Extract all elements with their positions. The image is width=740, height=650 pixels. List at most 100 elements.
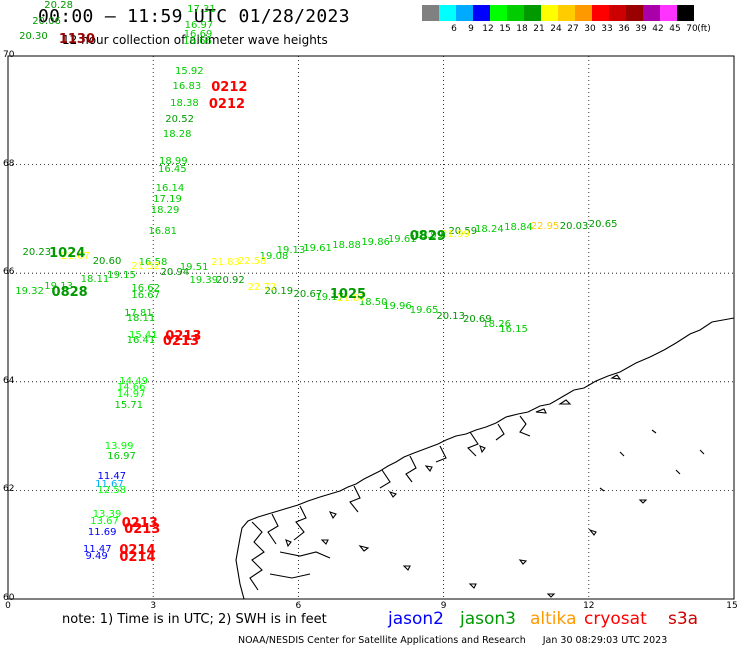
pass-time-label: 0213 <box>121 515 158 531</box>
legend-tick-label: 15 <box>499 24 511 34</box>
longitude-label: 12 <box>583 601 595 611</box>
legend-tick-label: 18 <box>516 24 528 34</box>
satellite-name: jason3 <box>460 609 516 629</box>
legend-tick-label: 9 <box>468 24 474 34</box>
map-title: 00:00 — 11:59 UTC 01/28/2023 <box>38 6 350 27</box>
legend-swatch <box>609 5 626 21</box>
pass-time-label: 0212 <box>208 96 246 112</box>
pass-time-label: 0213 <box>162 334 200 350</box>
wave-height-value: 9.49 <box>85 550 108 562</box>
wave-height-value: 21.99 <box>441 229 470 241</box>
pass-time-label: 1130 <box>58 31 95 47</box>
legend-swatch <box>507 5 524 21</box>
legend-tick-label: 45 <box>669 24 681 34</box>
satellite-name: jason2 <box>388 609 444 629</box>
coastline-islands <box>285 374 705 598</box>
coastline-fjords-south <box>249 505 331 591</box>
wave-height-value: 18.38 <box>170 97 199 109</box>
wave-height-value: 19.61 <box>303 242 332 254</box>
latitude-label: 68 <box>3 158 15 169</box>
legend-swatch <box>592 5 609 21</box>
pass-time-label: 0213 <box>165 328 202 344</box>
wave-height-value: 12.58 <box>97 485 127 497</box>
units-note: note: 1) Time is in UTC; 2) SWH is in fe… <box>62 612 327 627</box>
legend-tick-label: 39 <box>635 24 647 34</box>
wave-height-value: 19.17 <box>315 291 344 303</box>
lat-lon-grid <box>8 56 734 599</box>
wave-height-value: 22.72 <box>247 282 277 294</box>
longitude-label: 0 <box>5 601 11 611</box>
wave-height-value: 16.67 <box>131 290 161 301</box>
wave-height-value: 20.03 <box>559 221 589 233</box>
wave-height-value: 15.92 <box>174 66 204 78</box>
wave-height-value: 17.81 <box>124 307 153 319</box>
wave-height-value: 20.69 <box>462 314 492 326</box>
wave-height-color-legend: 6 9 12 15 18 21 24 27 30 33 36 39 42 45 70 (ft) <box>422 5 740 39</box>
pass-time-label: 0214 <box>119 543 156 559</box>
pass-time-label: 0213 <box>124 522 161 538</box>
footer-timestamp: Jan 30 08:29:03 UTC 2023 <box>542 635 668 646</box>
wave-height-value: 20.28 <box>44 0 73 12</box>
legend-unit-label: (ft) <box>697 24 711 34</box>
legend-tick-label: 30 <box>584 24 596 34</box>
wave-height-value: 20.94 <box>160 267 190 279</box>
wave-height-value: 21.67 <box>61 250 90 262</box>
wave-height-value: 18.88 <box>332 240 361 252</box>
legend-tick-label: 36 <box>618 24 630 34</box>
map-subtitle: 12 hour collection of altimeter wave hei… <box>62 33 328 47</box>
wave-height-value: 16.41 <box>126 335 156 347</box>
wave-height-value: 19.61 <box>387 233 417 245</box>
legend-swatch <box>558 5 575 21</box>
legend-swatch <box>439 5 456 21</box>
wave-height-value: 16.62 <box>131 283 161 295</box>
legend-swatch <box>473 5 490 21</box>
pass-time-label: 0828 <box>51 285 88 301</box>
wave-height-value: 20.65 <box>588 219 618 231</box>
wave-height-value: 16.97 <box>107 450 136 462</box>
wave-height-value: 18.99 <box>159 155 188 167</box>
wave-height-value: 19.15 <box>107 269 136 281</box>
legend-swatch <box>626 5 643 21</box>
wave-height-value: 19.96 <box>383 300 412 312</box>
wave-height-value: 18.11 <box>126 313 156 325</box>
legend-tick-label: 12 <box>482 24 494 34</box>
wave-height-value: 20.92 <box>216 275 245 287</box>
wave-height-value: 14.49 <box>119 375 148 387</box>
wave-height-value: 15.71 <box>114 400 144 412</box>
satellite-name: cryosat <box>584 609 647 629</box>
satellite-name: s3a <box>668 609 699 629</box>
wave-height-value: 21.87 <box>337 293 366 305</box>
wave-height-value: 16.97 <box>184 20 214 32</box>
wave-height-value: 14.97 <box>116 389 146 401</box>
legend-tick-label: 42 <box>652 24 664 34</box>
wave-height-value: 18.11 <box>80 273 110 285</box>
latitude-label: 66 <box>3 267 15 278</box>
longitude-label: 15 <box>726 601 738 611</box>
longitude-label: 6 <box>295 601 302 611</box>
wave-height-value: 20.30 <box>19 30 48 42</box>
wave-height-value: 18.28 <box>162 128 192 140</box>
wave-height-value: 19.39 <box>189 275 219 287</box>
footer: NOAA/NESDIS Center for Satellite Applica… <box>238 635 681 646</box>
wave-height-value: 16.83 <box>172 81 202 93</box>
wave-height-value: 22.95 <box>530 221 560 233</box>
wave-height-value: 18.29 <box>150 204 180 216</box>
coastline-fjords-north <box>349 415 531 513</box>
footer-source: NOAA/NESDIS Center for Satellite Applica… <box>238 635 526 646</box>
longitude-label: 9 <box>440 601 447 611</box>
norway-coastline <box>235 317 735 600</box>
legend-swatch <box>456 5 473 21</box>
wave-height-value: 20.52 <box>165 114 194 126</box>
wave-height-value: 17.19 <box>153 193 182 205</box>
legend-tick-label: 21 <box>533 24 545 34</box>
coastline-main <box>235 317 735 600</box>
pass-time-label: 0212 <box>211 80 248 96</box>
altimeter-map <box>7 55 735 600</box>
legend-swatch <box>490 5 507 21</box>
legend-swatch <box>643 5 660 21</box>
wave-height-value: 16.45 <box>158 164 187 176</box>
pass-time-label: 1025 <box>329 286 367 302</box>
wave-height-value: 20.23 <box>22 246 52 258</box>
legend-swatch <box>660 5 677 21</box>
latitude-label: 70 <box>3 50 15 60</box>
